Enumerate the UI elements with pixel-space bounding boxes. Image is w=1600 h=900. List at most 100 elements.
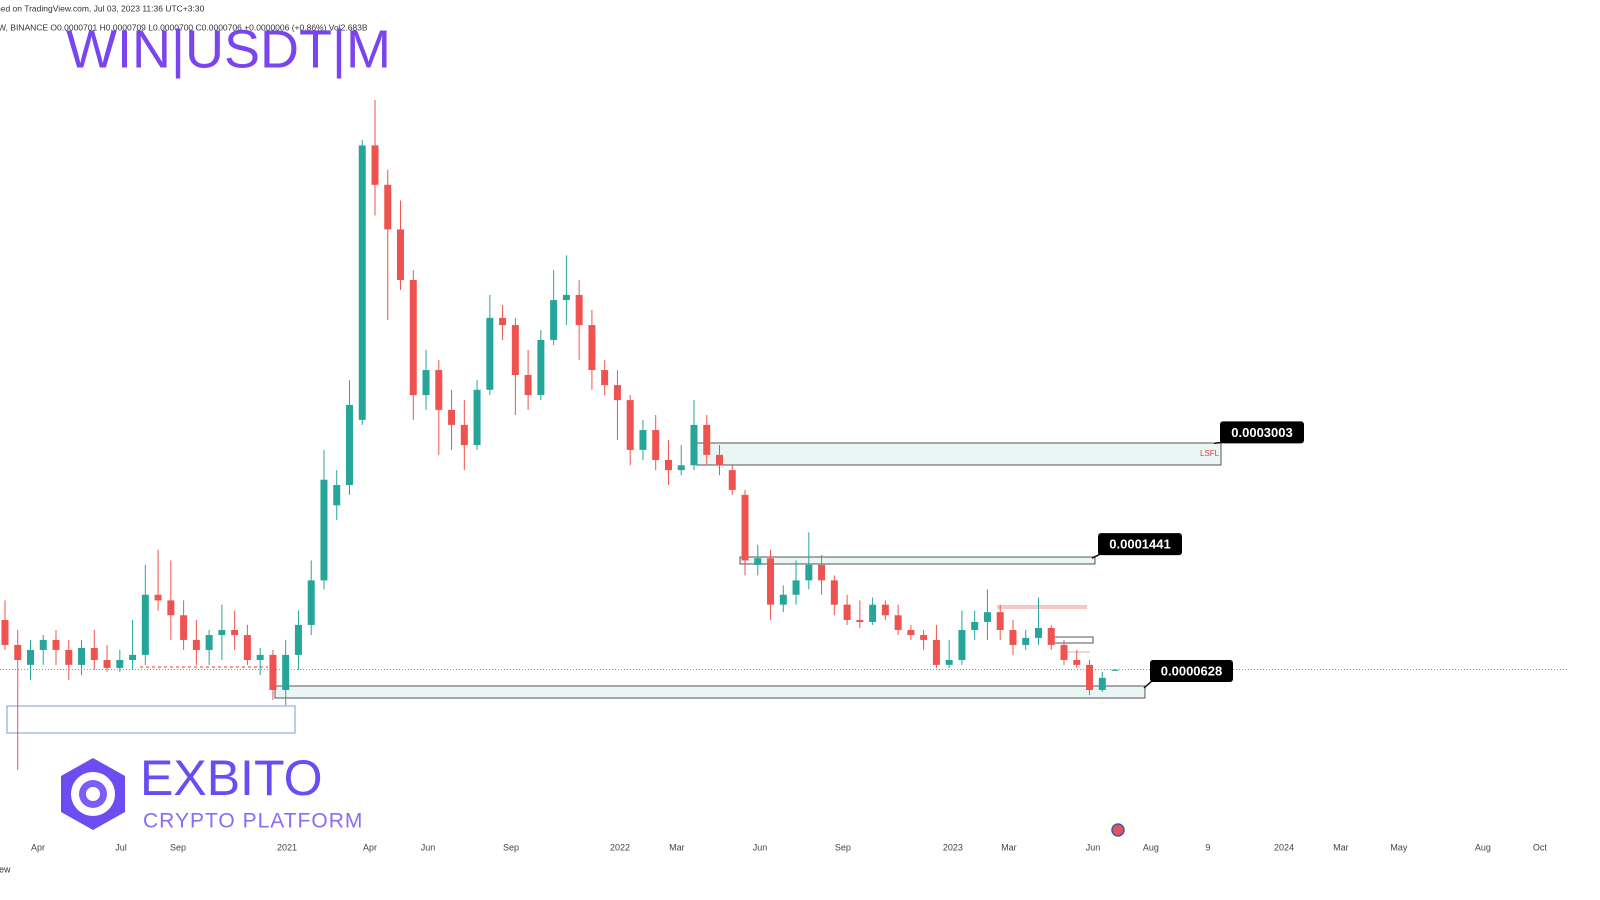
candle-body	[320, 479, 328, 581]
pink-band	[997, 605, 1087, 609]
x-tick-label: Sep	[503, 842, 519, 852]
candle-body	[371, 145, 379, 185]
label-pointer	[1091, 553, 1101, 559]
candle-body	[792, 580, 800, 595]
candle-body	[818, 564, 826, 581]
x-tick-label: Aug	[1475, 842, 1491, 852]
brand-logo: EXBITO CRYPTO PLATFORM	[61, 750, 363, 833]
x-tick-label: Mar	[1001, 842, 1017, 852]
candle-body	[282, 654, 290, 690]
x-tick-label: Jun	[1086, 842, 1101, 852]
candle-body	[741, 494, 749, 561]
x-tick-label: Oct	[1533, 842, 1548, 852]
candle-body	[613, 385, 621, 401]
x-tick-label: Mar	[669, 842, 685, 852]
candle-body	[843, 604, 851, 621]
candle-body	[754, 558, 762, 565]
candle-body	[1098, 677, 1106, 690]
candle-body	[677, 465, 685, 471]
footer-text: iew	[0, 864, 11, 874]
candle-body	[345, 404, 353, 486]
candle-body	[779, 594, 787, 605]
candle-body	[192, 639, 200, 650]
candle-body	[307, 580, 315, 625]
candle-body	[894, 615, 902, 630]
x-tick-label: Sep	[170, 842, 186, 852]
x-tick-label: 2023	[943, 842, 963, 852]
candle-body	[1111, 669, 1119, 671]
candle-body	[869, 604, 877, 622]
candle-body	[269, 654, 277, 690]
candle-body	[550, 300, 558, 340]
candle-body	[205, 635, 213, 650]
candle-body	[562, 294, 570, 301]
candle-body	[1086, 664, 1094, 690]
candle-body	[90, 648, 98, 661]
candle-body	[103, 660, 111, 668]
x-tick-label: Apr	[363, 842, 377, 852]
candle-body	[243, 635, 251, 661]
price-label: 0.0001441	[1109, 537, 1170, 552]
event-icon	[1111, 823, 1125, 837]
x-tick-label: Jun	[753, 842, 768, 852]
x-tick-label: Mar	[1333, 842, 1349, 852]
candle-body	[499, 317, 507, 326]
candle-body	[256, 654, 264, 661]
candle-body	[167, 600, 175, 616]
range-box	[6, 705, 296, 734]
candle-body	[856, 620, 864, 622]
candle-body	[358, 145, 366, 420]
zone-box	[274, 685, 1146, 699]
price-label: 0.0003003	[1231, 425, 1292, 440]
candle-body	[129, 654, 137, 661]
candle-body	[881, 604, 889, 616]
label-pointer	[1213, 441, 1223, 445]
candle-body	[920, 635, 928, 640]
candle-body	[460, 424, 468, 446]
candle-body	[537, 339, 545, 396]
x-tick-label: Sep	[835, 842, 851, 852]
candle-body	[588, 325, 596, 371]
x-tick-label: May	[1390, 842, 1408, 852]
candle-body	[397, 229, 405, 280]
candle-body	[486, 317, 494, 390]
candle-body	[1034, 627, 1042, 638]
zone-note: LSFL	[1200, 449, 1220, 458]
candle-body	[65, 649, 73, 665]
logo-center	[86, 787, 100, 801]
candle-body	[1009, 629, 1017, 645]
candle-body	[728, 470, 736, 490]
candle-body	[511, 325, 519, 376]
candle-body	[1073, 660, 1081, 665]
candle-body	[141, 594, 149, 655]
x-tick-label: Jul	[115, 842, 127, 852]
candle-body	[52, 639, 60, 650]
label-pointer	[1143, 680, 1153, 689]
chart-title: WIN|USDT|M	[66, 19, 391, 79]
x-tick-label: 9	[1205, 842, 1210, 852]
candle-body	[180, 615, 188, 640]
candle-body	[907, 629, 915, 636]
candle-body	[384, 184, 392, 230]
price-label: 0.0000628	[1161, 663, 1222, 678]
candle-body	[1047, 627, 1055, 645]
candle-body	[983, 612, 991, 622]
candle-body	[409, 279, 417, 396]
price-label-box	[1098, 533, 1182, 556]
candle-body	[996, 612, 1004, 630]
brand-tagline: CRYPTO PLATFORM	[143, 810, 363, 833]
candle-body	[26, 649, 34, 665]
candle-body	[690, 424, 698, 466]
candle-body	[154, 594, 162, 601]
x-tick-label: 2024	[1274, 842, 1294, 852]
header-publish: hed on TradingView.com, Jul 03, 2023 11:…	[0, 3, 205, 13]
candle-body	[218, 629, 226, 636]
candle-body	[1, 620, 9, 645]
candle-body	[333, 485, 341, 506]
candle-body	[703, 424, 711, 455]
candle-body	[435, 370, 443, 410]
candle-body	[626, 400, 634, 450]
price-label-box	[1220, 421, 1304, 444]
candle-body	[78, 648, 86, 665]
